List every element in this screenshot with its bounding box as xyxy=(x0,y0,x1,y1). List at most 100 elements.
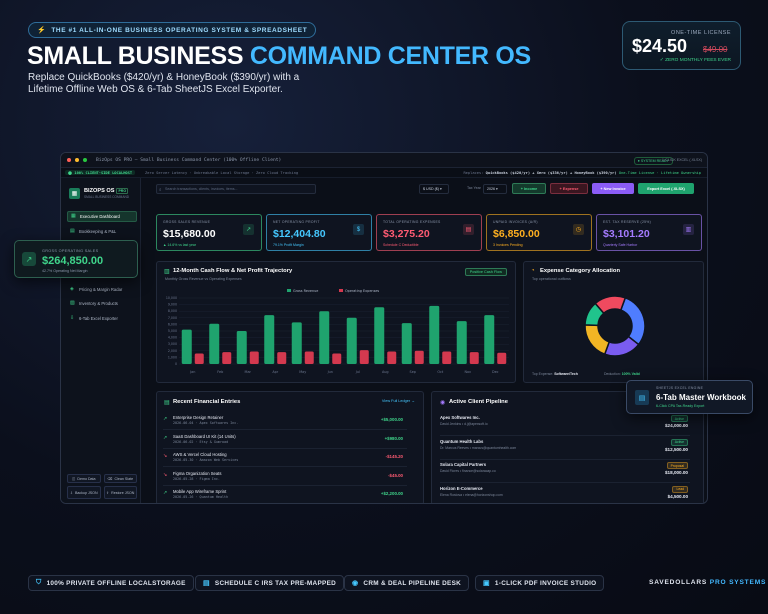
backup-json-button[interactable]: ⇩ Backup JSON xyxy=(67,486,101,499)
y-tick-label: 4,000 xyxy=(168,336,177,340)
deduction: Deduction: 100% Valid xyxy=(604,372,640,376)
sidebar-item[interactable]: ▤ Bookkeeping & P&L xyxy=(67,226,137,237)
clean-slate-button[interactable]: ⌫ Clean Slate xyxy=(103,474,137,483)
kpi-card: TOTAL OPERATING EXPENSES $3,275.20 Schedul… xyxy=(376,214,482,251)
x-tick-label: May xyxy=(299,370,306,374)
client-name: Solara Capital Partners xyxy=(440,462,487,467)
expense-bar xyxy=(469,352,479,364)
expense-bar xyxy=(414,350,424,364)
currency-select[interactable]: $ USD ($) ▾ xyxy=(419,184,449,194)
donut-slice xyxy=(619,296,646,346)
revenue-bar xyxy=(319,311,330,364)
x-tick-label: Jun xyxy=(327,370,333,374)
close-window-button[interactable] xyxy=(67,158,71,162)
expense-panel: ◔ Expense Category Allocation Top operat… xyxy=(523,261,704,383)
positive-cashflow-badge: Positive Cash Flow xyxy=(464,268,507,276)
ledger-row[interactable]: ↗ Enterprise Design Retainer 2026-06-04 · … xyxy=(163,412,407,430)
price-label: ONE-TIME LICENSE xyxy=(671,30,731,36)
pipeline-row[interactable]: Quantum Health Labs Dr. Marcus Reeves • m… xyxy=(440,436,690,460)
kpi-note: 3 Invoices Pending xyxy=(493,243,523,247)
top-expense-value: Software/Tech xyxy=(554,372,578,376)
pipeline-row[interactable]: Apex Softwares Inc. David Jenkins • d.j@a… xyxy=(440,412,690,436)
kpi-value: $15,680.00 xyxy=(163,228,216,240)
kpi-label: EST. TAX RESERVE (25%) xyxy=(603,220,652,224)
sidebar-item[interactable]: ⇩ 6-Tab Excel Exporter xyxy=(67,313,137,324)
ledger-row[interactable]: ↘ Figma Organization Seats 2026-05-28 · Fi… xyxy=(163,468,407,486)
client-name: Quantum Health Labs xyxy=(440,438,484,444)
price-card: ONE-TIME LICENSE $24.50 $49.00 ✓ ZERO MO… xyxy=(622,21,741,70)
tax-year-select[interactable]: 2026 ▾ xyxy=(483,184,507,194)
workbook-title: 6-Tab Master Workbook xyxy=(656,393,746,402)
sidebar-item[interactable]: ▦ Executive Dashboard xyxy=(67,211,137,222)
client-contact: David Jenkins • d.j@apexsoft.io xyxy=(440,422,488,426)
y-tick-label: 1,000 xyxy=(168,355,177,359)
workbook-label: SHEETJS EXCEL ENGINE xyxy=(656,386,704,390)
clean-slate-label: Clean Slate xyxy=(114,476,134,481)
deal-status-badge: Lead xyxy=(672,485,688,493)
feature-label: 100% PRIVATE OFFLINE LOCALSTORAGE xyxy=(46,579,186,587)
x-tick-label: Sep xyxy=(410,370,416,374)
feature-pill: ▤ SCHEDULE C IRS TAX PRE-MAPPED xyxy=(195,575,345,591)
kpi-note: Quarterly Safe Harbor xyxy=(603,243,638,247)
info-bar: ⬤ 100% CLIENT-SIDE LOCALHOST Zero Server… xyxy=(61,168,707,178)
feature-icon: ⛉ xyxy=(36,579,42,586)
expense-bar xyxy=(194,353,204,364)
kpi-note: ▲ 14.6% vs last year xyxy=(163,243,197,247)
restore-json-button[interactable]: ⇧ Restore JSON xyxy=(103,486,137,499)
sidebar-item-label: Inventory & Products xyxy=(79,301,118,306)
y-tick-label: 5,000 xyxy=(168,329,177,333)
entry-detail: 2026-05-30 · Amazon Web Services xyxy=(173,458,239,462)
x-tick-label: Aug xyxy=(382,370,389,374)
pipeline-row[interactable]: Solara Capital Partners David Flores • fi… xyxy=(440,459,690,483)
export-excel-button[interactable]: Export Excel (.XLSX) xyxy=(638,183,694,194)
kpi-label: TOTAL OPERATING EXPENSES xyxy=(383,220,441,224)
kpi-note: Schedule C Deductible xyxy=(383,243,419,247)
sidebar-item-label: Pricing & Margin Radar xyxy=(79,286,123,292)
kpi-value: $3,101.20 xyxy=(603,228,650,240)
expense-subtitle: Top operational outflows xyxy=(532,277,571,281)
cashflow-panel: ▥ 12-Month Cash Flow & Net Profit Trajec… xyxy=(156,261,516,383)
expense-bar xyxy=(387,351,397,364)
ledger-row[interactable]: ↗ Mobile App Wireframe Sprint 2026-05-26 ·… xyxy=(163,486,407,503)
x-tick-label: Jul xyxy=(355,370,360,374)
new-invoice-button[interactable]: + New Invoice xyxy=(592,183,634,194)
hero-title-main: SMALL BUSINESS xyxy=(27,42,250,70)
bolt-icon: ⚡ xyxy=(37,27,47,34)
kpi-value: $12,404.80 xyxy=(273,228,326,240)
entry-detail: 2026-05-28 · Figma Inc. xyxy=(173,476,220,481)
kpi-card: NET OPERATING PROFIT $12,404.80 79.1% Prof… xyxy=(266,214,372,251)
search-input[interactable]: ⌕ Search transactions, clients, invoices… xyxy=(156,184,316,194)
add-expense-button[interactable]: + Expense xyxy=(550,183,588,194)
revenue-bar xyxy=(456,321,467,364)
feature-label: 1-CLICK PDF INVOICE STUDIO xyxy=(494,579,597,587)
pipeline-row[interactable]: Horizon E-Commerce Elena Rostova • elena@… xyxy=(440,483,690,504)
window-title: BizOps OS PRO — Small Business Command C… xyxy=(96,157,282,163)
database-icon: ◫ xyxy=(71,476,76,481)
sidebar-item[interactable]: ▧ Inventory & Products xyxy=(67,298,137,309)
add-income-button[interactable]: + Income xyxy=(512,183,546,194)
workbook-note: 6-Click CPA Tax-Ready Export xyxy=(656,404,705,408)
ledger-row[interactable]: ↗ SaaS Dashboard UI Kit (14 Units) 2026-06… xyxy=(163,431,407,449)
client-contact: Dr. Marcus Reeves • marcus@quantumhealth… xyxy=(440,445,517,450)
demo-data-button[interactable]: ◫ Demo Data xyxy=(67,474,101,483)
view-ledger-link[interactable]: View Full Ledger → xyxy=(381,399,415,403)
revenue-bar xyxy=(264,315,275,364)
ledger-row[interactable]: ↘ AWS & Vercel Cloud Hosting 2026-05-30 · … xyxy=(163,449,407,467)
minimize-window-button[interactable] xyxy=(75,158,79,162)
kpi-icon: ◷ xyxy=(573,224,584,235)
brand-name: SAVEDOLLARS xyxy=(649,579,710,586)
sidebar-item[interactable]: ◈ Pricing & Margin Radar xyxy=(67,284,137,295)
maximize-window-button[interactable] xyxy=(83,158,87,162)
deal-status-badge: Active xyxy=(670,415,688,422)
cashflow-subtitle: Monthly Gross Revenue vs Operating Expen… xyxy=(165,277,242,281)
old-price: $49.00 xyxy=(703,45,728,54)
gross-sales-note: 42.7% Operating Net Margin xyxy=(42,269,88,273)
arrow-down-icon: ↘ xyxy=(163,453,168,459)
sidebar-item-label: 6-Tab Excel Exporter xyxy=(79,315,118,321)
ledger-title: Recent Financial Entries xyxy=(173,399,241,405)
upload-icon: ⇧ xyxy=(106,490,110,495)
feature-pill: ▣ 1-CLICK PDF INVOICE STUDIO xyxy=(475,575,605,591)
entry-detail: 2026-05-26 · Quantum Health xyxy=(173,495,229,499)
promo-badge: ⚡ THE #1 ALL-IN-ONE BUSINESS OPERATING S… xyxy=(28,22,317,38)
arrow-up-icon: ↗ xyxy=(163,434,168,441)
